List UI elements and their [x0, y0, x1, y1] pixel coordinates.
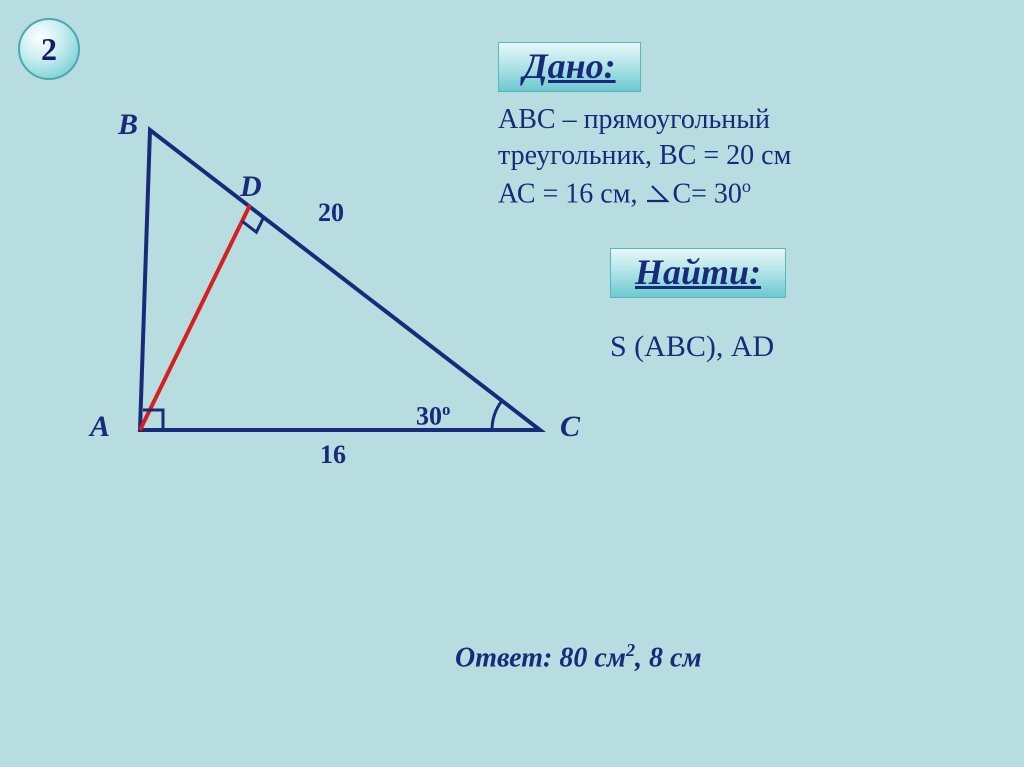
given-heading-box: Дано:: [498, 42, 641, 92]
triangle-diagram: B D A C 20 16 30о: [60, 100, 580, 500]
vertex-a-label: A: [90, 410, 110, 444]
given-heading: Дано:: [523, 46, 616, 86]
triangle-outline: [140, 130, 540, 430]
vertex-b-label: B: [118, 108, 138, 142]
problem-badge: 2: [18, 18, 80, 80]
answer-text: Ответ: 80 см2, 8 см: [455, 640, 702, 674]
edge-bc-label: 20: [318, 198, 344, 228]
angle-c-label: 30о: [416, 400, 450, 432]
vertex-d-label: D: [240, 170, 262, 204]
angle-icon: [644, 182, 672, 204]
problem-number: 2: [41, 31, 57, 68]
find-heading: Найти:: [635, 252, 761, 292]
edge-ac-label: 16: [320, 440, 346, 470]
find-heading-box: Найти:: [610, 248, 786, 298]
vertex-c-label: C: [560, 410, 580, 444]
angle-arc-c: [492, 401, 502, 430]
find-text: S (АВС), АD: [610, 330, 774, 364]
altitude-ad: [140, 205, 250, 430]
